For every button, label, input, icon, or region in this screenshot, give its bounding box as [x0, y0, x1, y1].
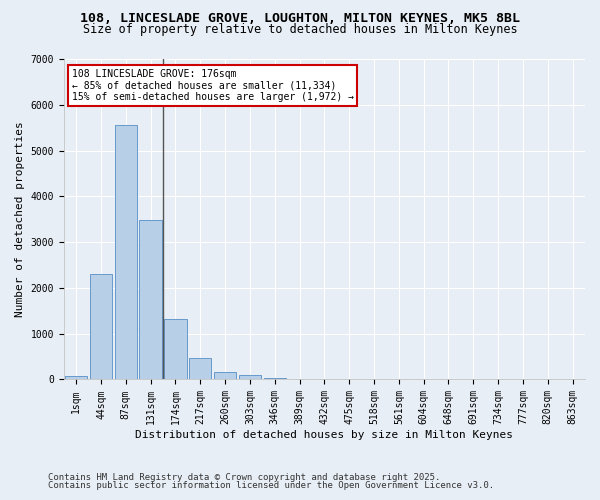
Bar: [90, 274, 112, 380]
Text: Size of property relative to detached houses in Milton Keynes: Size of property relative to detached ho…: [83, 22, 517, 36]
Text: 108 LINCESLADE GROVE: 176sqm
← 85% of detached houses are smaller (11,334)
15% o: 108 LINCESLADE GROVE: 176sqm ← 85% of de…: [71, 68, 353, 102]
Bar: [214, 372, 236, 380]
Bar: [164, 318, 187, 380]
X-axis label: Distribution of detached houses by size in Milton Keynes: Distribution of detached houses by size …: [136, 430, 514, 440]
Bar: [189, 358, 211, 380]
Bar: [139, 220, 162, 380]
Text: Contains HM Land Registry data © Crown copyright and database right 2025.: Contains HM Land Registry data © Crown c…: [48, 474, 440, 482]
Bar: [239, 376, 261, 380]
Bar: [65, 376, 88, 380]
Text: Contains public sector information licensed under the Open Government Licence v3: Contains public sector information licen…: [48, 481, 494, 490]
Bar: [263, 378, 286, 380]
Y-axis label: Number of detached properties: Number of detached properties: [15, 122, 25, 317]
Text: 108, LINCESLADE GROVE, LOUGHTON, MILTON KEYNES, MK5 8BL: 108, LINCESLADE GROVE, LOUGHTON, MILTON …: [80, 12, 520, 26]
Bar: [115, 125, 137, 380]
